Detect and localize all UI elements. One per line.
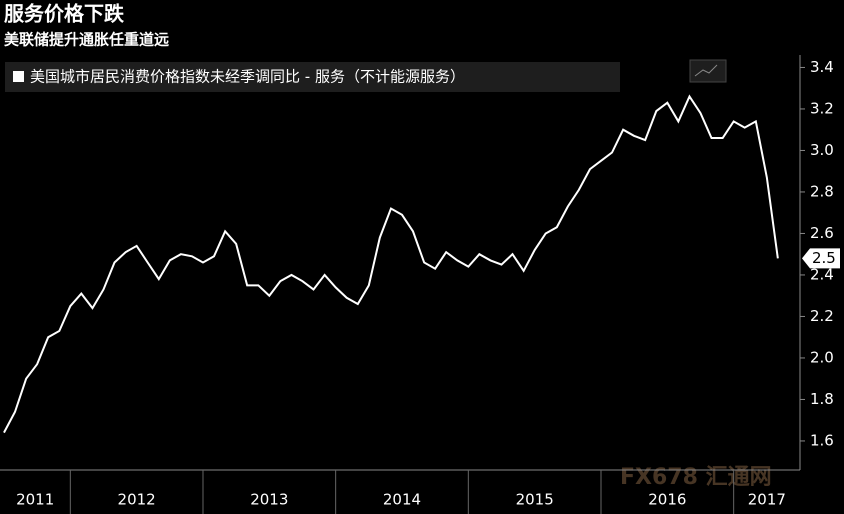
y-tick-label: 2.2 xyxy=(810,307,834,325)
legend-label: 美国城市居民消费价格指数未经季调同比 - 服务（不计能源服务） xyxy=(30,68,465,86)
chart-type-icon xyxy=(694,64,718,77)
y-tick-label: 3.2 xyxy=(810,99,834,117)
x-tick-label: 2013 xyxy=(250,491,288,509)
x-tick-label: 2015 xyxy=(516,491,554,509)
x-tick-label: 2011 xyxy=(16,491,54,509)
chart-title: 服务价格下跌 xyxy=(4,2,125,26)
y-tick-label: 3.0 xyxy=(810,141,834,159)
y-tick-label: 2.6 xyxy=(810,224,834,242)
x-tick-label: 2016 xyxy=(648,491,686,509)
x-tick-label: 2017 xyxy=(748,491,786,509)
y-tick-label: 1.6 xyxy=(810,431,834,449)
y-tick-label: 2.0 xyxy=(810,348,834,366)
x-tick-label: 2014 xyxy=(383,491,421,509)
y-tick-label: 3.4 xyxy=(810,58,834,76)
watermark: FX678 汇通网 xyxy=(620,465,772,490)
chart-type-button[interactable] xyxy=(689,59,727,83)
y-tick-label: 2.4 xyxy=(810,265,834,283)
legend-swatch xyxy=(13,71,24,82)
y-tick-label: 1.8 xyxy=(810,390,834,408)
legend-box xyxy=(5,62,620,92)
last-value-tag xyxy=(802,248,840,269)
y-tick-label: 2.8 xyxy=(810,182,834,200)
chart-subtitle: 美联储提升通胀任重道远 xyxy=(4,31,169,49)
x-tick-label: 2012 xyxy=(118,491,156,509)
last-value-label: 2.5 xyxy=(812,249,836,267)
line-series xyxy=(3,94,779,434)
